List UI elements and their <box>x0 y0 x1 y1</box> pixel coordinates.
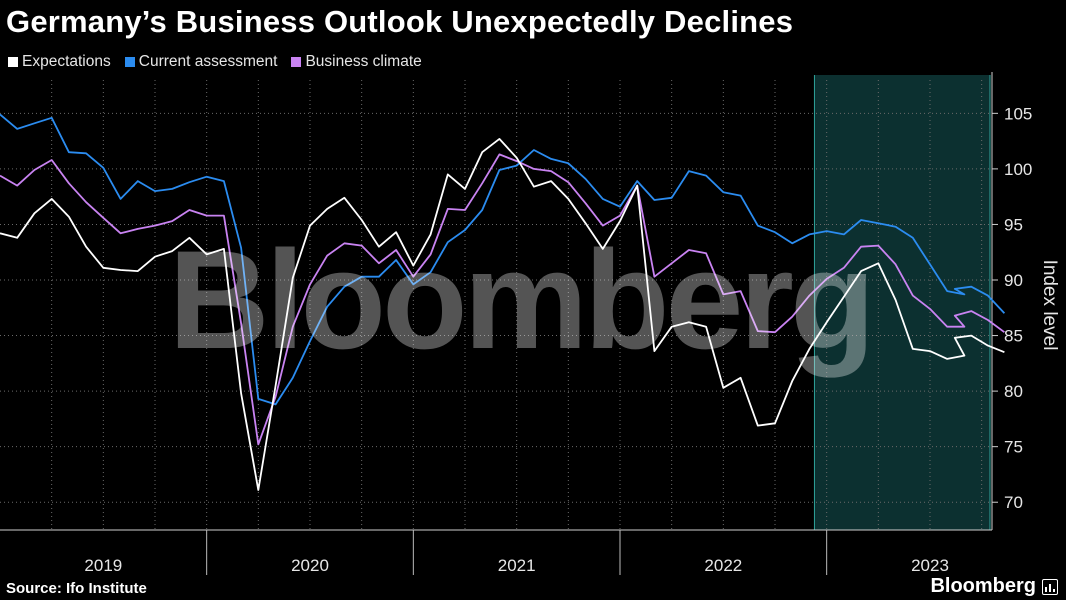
brand-name: Bloomberg <box>930 575 1036 597</box>
legend-label-expectations: Expectations <box>22 53 111 70</box>
y-tick-label-100: 100 <box>1004 160 1032 179</box>
legend: Expectations Current assessment Business… <box>8 53 422 71</box>
y-tick-label-85: 85 <box>1004 327 1023 346</box>
series-line-current <box>0 113 1006 406</box>
legend-item-climate: Business climate <box>291 53 422 71</box>
x-tick-label-2020: 2020 <box>291 556 329 575</box>
x-tick-label-2023: 2023 <box>911 556 949 575</box>
series-line-climate <box>0 153 1005 446</box>
x-tick-label-2019: 2019 <box>84 556 122 575</box>
series-line-expectations <box>0 138 1005 491</box>
bar-chart-icon <box>1042 578 1058 595</box>
y-tick-label-80: 80 <box>1004 382 1023 401</box>
legend-label-current: Current assessment <box>138 53 278 70</box>
y-tick-label-75: 75 <box>1004 438 1023 457</box>
y-tick-label-70: 70 <box>1004 493 1023 512</box>
x-tick-label-2021: 2021 <box>498 556 536 575</box>
legend-swatch-climate <box>291 57 302 67</box>
y-tick-label-95: 95 <box>1004 215 1023 234</box>
bloomberg-watermark: Bloomberg <box>169 221 872 378</box>
legend-swatch-expectations <box>8 57 18 67</box>
brand-logo: Bloomberg <box>930 575 1058 598</box>
legend-item-expectations: Expectations <box>8 53 111 71</box>
source-note: Source: Ifo Institute <box>6 580 147 597</box>
chart-title: Germany’s Business Outlook Unexpectedly … <box>6 4 794 39</box>
y-axis-label: Index level <box>1039 260 1060 351</box>
x-tick-label-2022: 2022 <box>704 556 742 575</box>
y-tick-label-90: 90 <box>1004 271 1023 290</box>
y-tick-label-105: 105 <box>1004 104 1032 123</box>
legend-label-climate: Business climate <box>305 53 422 70</box>
legend-swatch-current <box>124 57 135 67</box>
legend-item-current: Current assessment <box>124 53 278 71</box>
highlight-band <box>814 75 990 530</box>
